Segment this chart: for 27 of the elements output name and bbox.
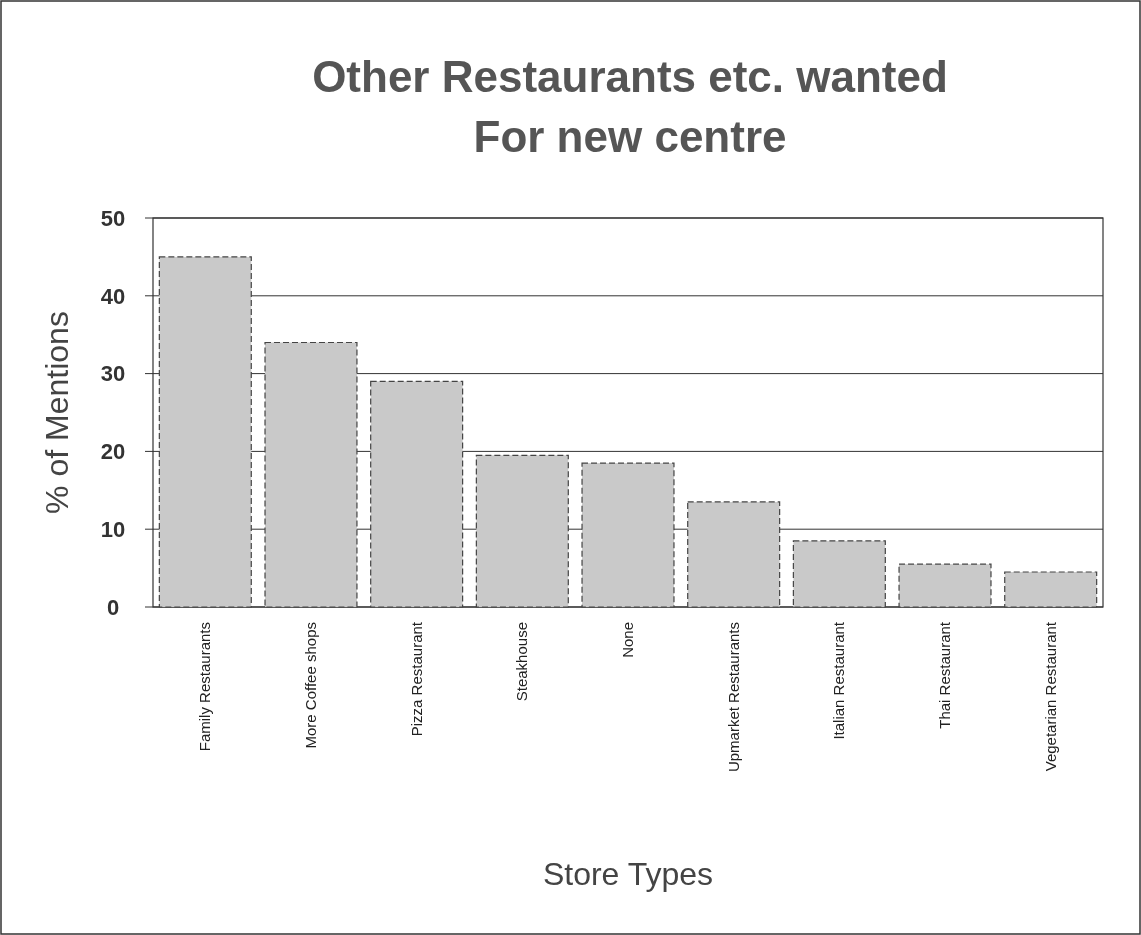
bar bbox=[475, 454, 569, 608]
y-tick-label: 0 bbox=[106, 594, 120, 620]
bar bbox=[581, 462, 675, 608]
x-tick-label: Pizza Restaurant bbox=[407, 621, 425, 737]
y-tick-label: 40 bbox=[100, 283, 126, 309]
chart-title: Other Restaurants etc. wanted For new centre bbox=[312, 52, 948, 161]
bar bbox=[792, 540, 886, 608]
y-tick-label: 30 bbox=[100, 361, 126, 387]
x-tick-label: Family Restaurants bbox=[196, 622, 214, 752]
bar bbox=[158, 256, 252, 608]
x-axis-title: Store Types bbox=[542, 856, 714, 892]
y-tick-label: 10 bbox=[100, 516, 126, 542]
bar bbox=[898, 563, 992, 608]
x-tick-label: None bbox=[619, 622, 636, 658]
x-tick-label: Italian Restaurant bbox=[830, 621, 848, 740]
bar bbox=[370, 380, 464, 608]
y-tick-label: 20 bbox=[100, 439, 126, 465]
y-axis-title: % of Mentions bbox=[39, 311, 75, 514]
bar bbox=[1004, 571, 1098, 608]
x-tick-label: More Coffee shops bbox=[301, 622, 319, 749]
x-tick-label: Thai Restaurant bbox=[936, 621, 954, 729]
bar bbox=[264, 341, 358, 608]
x-tick-label: Steakhouse bbox=[513, 622, 531, 702]
x-tick-label: Vegetarian Restaurant bbox=[1041, 621, 1059, 772]
x-tick-label: Upmarket Restaurants bbox=[724, 622, 742, 773]
bar bbox=[687, 501, 781, 608]
y-tick-label: 50 bbox=[100, 205, 126, 231]
